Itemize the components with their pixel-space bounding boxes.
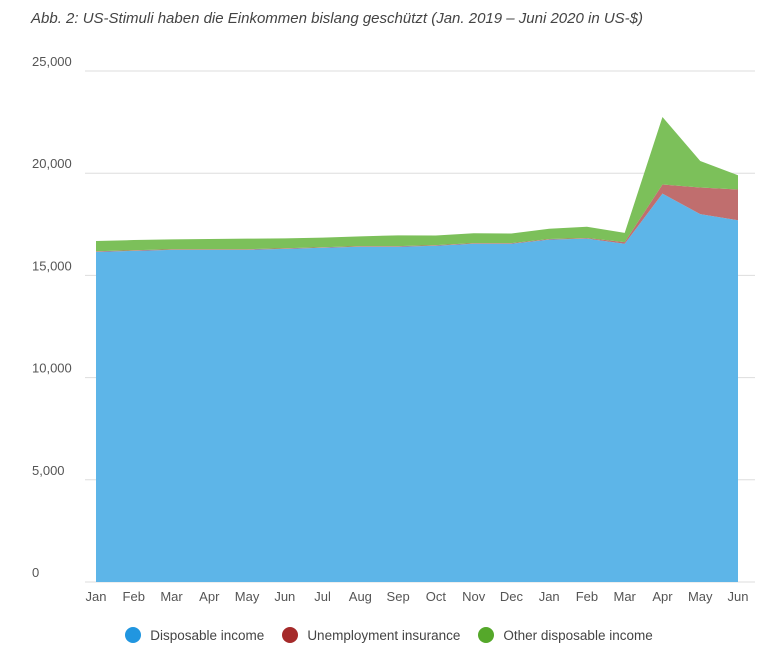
x-tick-label: Mar xyxy=(614,589,637,604)
x-tick-label: Feb xyxy=(123,589,145,604)
legend-label: Other disposable income xyxy=(503,627,653,643)
y-tick-label: 15,000 xyxy=(32,258,72,273)
x-tick-label: Oct xyxy=(426,589,447,604)
x-tick-label: Jan xyxy=(86,589,107,604)
legend-item-disposable-income[interactable]: Disposable income xyxy=(125,627,264,643)
x-tick-label: Apr xyxy=(652,589,673,604)
x-tick-label: Apr xyxy=(199,589,220,604)
axes: 0 5,000 10,000 15,000 20,000 25,000 Jan Feb Mar A… xyxy=(32,54,748,604)
legend-item-other-disposable-income[interactable]: Other disposable income xyxy=(478,627,653,643)
legend-item-unemployment-insurance[interactable]: Unemployment insurance xyxy=(282,627,460,643)
y-tick-label: 10,000 xyxy=(32,361,72,376)
legend-label: Unemployment insurance xyxy=(307,627,461,643)
y-tick-label: 5,000 xyxy=(32,463,65,478)
legend-label: Disposable income xyxy=(150,627,265,643)
area-other-disposable-income[interactable] xyxy=(96,116,738,252)
x-tick-label: Jun xyxy=(274,589,295,604)
legend: Disposable income Unemployment insurance… xyxy=(0,627,778,643)
stacked-areas xyxy=(96,116,738,582)
x-tick-label: Aug xyxy=(349,589,372,604)
legend-swatch-unemployment-insurance xyxy=(282,627,299,643)
x-tick-label: May xyxy=(688,589,713,604)
x-tick-label: Feb xyxy=(576,589,598,604)
y-tick-label: 0 xyxy=(32,565,39,580)
x-tick-label: Sep xyxy=(387,589,410,604)
x-tick-label: Mar xyxy=(160,589,183,604)
y-tick-label: 25,000 xyxy=(32,54,72,69)
x-tick-label: Jul xyxy=(314,589,331,604)
x-tick-label: Dec xyxy=(500,589,524,604)
area-unemployment-insurance[interactable] xyxy=(96,184,738,252)
x-tick-label: May xyxy=(235,589,260,604)
x-tick-label: Jan xyxy=(539,589,560,604)
y-tick-label: 20,000 xyxy=(32,156,72,171)
area-disposable-income[interactable] xyxy=(96,193,738,582)
chart-title: Abb. 2: US-Stimuli haben die Einkommen b… xyxy=(31,10,644,27)
x-tick-label: Nov xyxy=(462,589,486,604)
legend-swatch-disposable-income xyxy=(125,627,142,643)
legend-swatch-other-disposable-income xyxy=(478,627,495,643)
x-tick-label: Jun xyxy=(728,589,749,604)
